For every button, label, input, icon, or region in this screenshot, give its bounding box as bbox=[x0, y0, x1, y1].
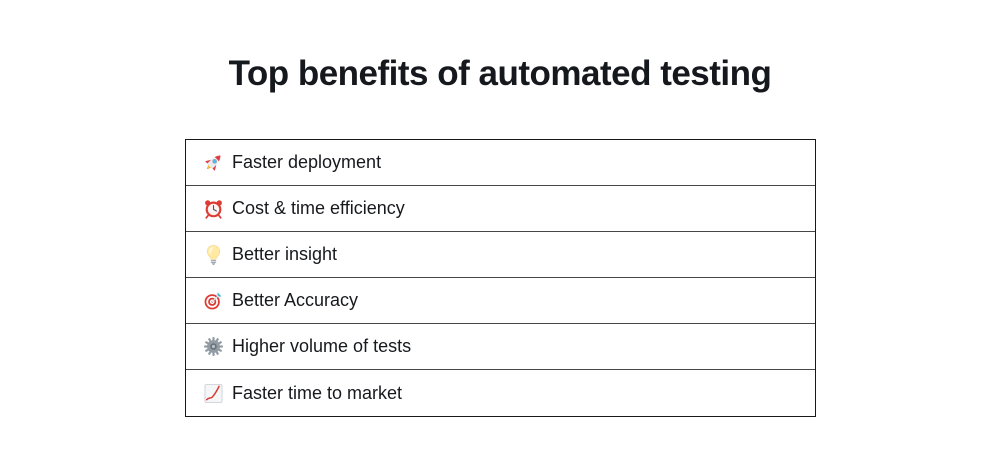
table-row: Cost & time efficiency bbox=[186, 186, 815, 232]
table-row: Higher volume of tests bbox=[186, 324, 815, 370]
gear-icon bbox=[203, 336, 224, 357]
benefit-label: Better Accuracy bbox=[232, 290, 359, 310]
alarm-clock-icon bbox=[203, 198, 224, 219]
benefit-label: Higher volume of tests bbox=[232, 336, 412, 356]
benefit-label: Faster time to market bbox=[232, 382, 403, 403]
benefit-label: Better insight bbox=[232, 244, 338, 264]
table-row: Better insight bbox=[186, 232, 815, 278]
table-row: Faster deployment bbox=[186, 140, 815, 186]
benefit-label: Cost & time efficiency bbox=[232, 198, 405, 218]
benefit-label: Faster deployment bbox=[232, 152, 382, 172]
light-bulb-icon bbox=[203, 244, 224, 265]
table-row: Better Accuracy bbox=[186, 278, 815, 324]
table-row: Faster time to market bbox=[186, 370, 815, 416]
chart-increasing-icon bbox=[203, 383, 224, 404]
page-title: Top benefits of automated testing bbox=[228, 54, 772, 93]
dart-target-icon bbox=[203, 290, 224, 311]
benefits-table: Faster deployment Cost & time efficiency bbox=[185, 139, 816, 417]
rocket-icon bbox=[203, 152, 224, 173]
